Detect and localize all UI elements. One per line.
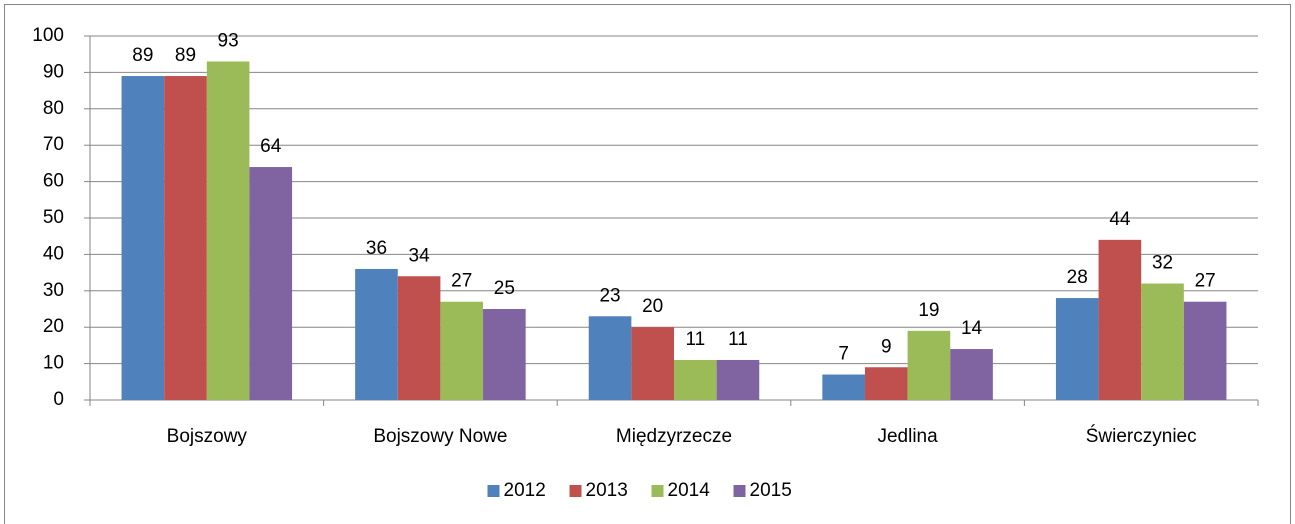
bar <box>121 76 165 400</box>
data-label: 20 <box>642 296 663 317</box>
bar <box>1055 298 1099 400</box>
data-label: 44 <box>1109 209 1131 230</box>
legend-swatch <box>651 485 664 497</box>
data-label: 64 <box>260 136 282 157</box>
bar <box>907 330 951 400</box>
data-label: 32 <box>1152 253 1173 274</box>
bar <box>164 76 207 400</box>
y-tick-label: 80 <box>43 98 64 119</box>
bar <box>864 367 908 400</box>
bar <box>483 309 526 400</box>
bar <box>1141 283 1184 400</box>
bar <box>674 359 717 400</box>
y-tick-label: 0 <box>53 389 64 410</box>
x-tick-label: Bojszowy <box>167 426 248 447</box>
bar <box>206 61 250 400</box>
y-tick-label: 40 <box>43 243 64 264</box>
bar <box>822 374 865 400</box>
legend-label: 2013 <box>586 480 628 501</box>
bar <box>716 359 760 400</box>
data-label: 28 <box>1067 267 1088 288</box>
data-label: 23 <box>599 285 620 306</box>
data-label: 25 <box>494 278 515 299</box>
data-label: 36 <box>366 238 387 259</box>
data-label: 7 <box>838 344 849 365</box>
data-label: 9 <box>881 336 892 357</box>
data-label: 11 <box>685 329 705 350</box>
bar <box>440 301 484 400</box>
x-tick-label: Międzyrzecze <box>616 426 732 447</box>
bar <box>588 316 632 400</box>
x-tick-label: Jedlina <box>877 426 938 447</box>
legend: 2012 2013 2014 2015 <box>487 480 792 501</box>
bar <box>1098 239 1142 400</box>
legend-label: 2015 <box>750 480 792 501</box>
data-label: 11 <box>728 329 748 350</box>
data-label: 93 <box>218 30 239 51</box>
data-label: 19 <box>918 300 939 321</box>
data-label: 14 <box>961 318 983 339</box>
data-label: 89 <box>132 45 153 66</box>
y-tick-label: 60 <box>43 171 64 192</box>
bar <box>397 276 441 400</box>
legend-swatch <box>569 485 582 497</box>
data-label: 27 <box>451 271 472 292</box>
bar <box>249 167 293 400</box>
data-label: 27 <box>1195 271 1216 292</box>
y-tick-label: 90 <box>43 61 64 82</box>
y-tick-label: 100 <box>32 25 64 46</box>
x-tick-label: Świerczyniec <box>1086 425 1197 447</box>
y-tick-label: 20 <box>43 316 64 337</box>
data-label: 34 <box>409 245 431 266</box>
bar <box>950 349 993 400</box>
legend-swatch <box>487 485 500 497</box>
data-label: 89 <box>175 45 196 66</box>
y-tick-label: 50 <box>43 207 64 228</box>
legend-swatch <box>733 485 746 497</box>
y-tick-label: 10 <box>43 353 64 374</box>
bar <box>1183 301 1227 400</box>
bar <box>631 327 674 400</box>
y-tick-label: 70 <box>43 134 64 155</box>
legend-label: 2012 <box>504 480 546 501</box>
x-tick-label: Bojszowy Nowe <box>373 426 507 447</box>
y-tick-label: 30 <box>43 280 64 301</box>
legend-label: 2014 <box>668 480 711 501</box>
bar <box>355 268 398 400</box>
